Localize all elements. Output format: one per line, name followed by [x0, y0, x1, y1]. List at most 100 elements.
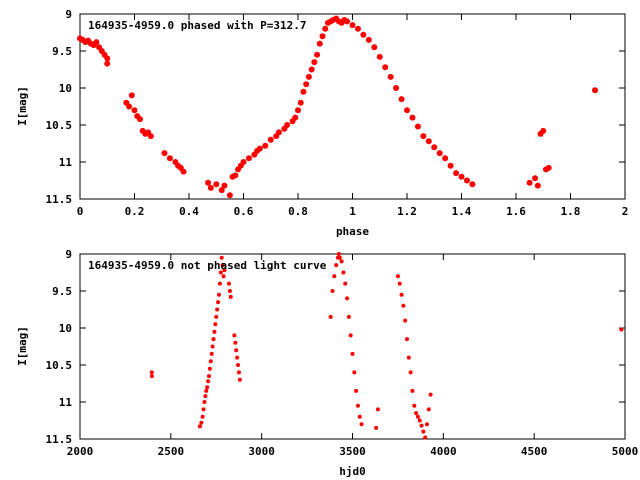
data-point	[216, 300, 221, 305]
data-point	[344, 18, 351, 25]
data-point	[218, 187, 225, 194]
data-point	[352, 370, 357, 375]
y-tick-label: 10	[59, 322, 72, 335]
data-point	[161, 150, 168, 157]
data-point	[207, 184, 214, 191]
data-point	[218, 270, 223, 275]
data-point	[221, 182, 228, 189]
data-point	[126, 103, 133, 110]
data-point	[417, 418, 422, 423]
data-series	[77, 15, 599, 199]
x-tick-label: 1.2	[397, 205, 417, 218]
data-point	[397, 281, 402, 286]
x-tick-label: 2000	[67, 445, 94, 458]
data-point	[424, 422, 429, 427]
data-point	[180, 168, 187, 175]
data-point	[334, 263, 339, 268]
data-point	[355, 403, 360, 408]
data-point	[236, 363, 241, 367]
data-point	[267, 136, 274, 143]
y-tick-label: 9	[65, 248, 72, 261]
x-tick-label: 0.2	[125, 205, 145, 218]
data-point	[349, 22, 356, 29]
data-point	[398, 96, 405, 103]
data-point	[206, 379, 211, 384]
y-tick-label: 10.5	[46, 119, 73, 132]
y-tick-label: 10.5	[46, 359, 73, 372]
data-point	[354, 25, 361, 32]
data-point	[201, 407, 206, 412]
data-point	[425, 138, 432, 145]
data-point	[619, 327, 624, 332]
data-point	[234, 348, 239, 353]
data-point	[232, 333, 237, 338]
x-tick-label: 5000	[612, 445, 639, 458]
y-tick-label: 11.5	[46, 433, 73, 446]
x-tick-label: 1.6	[506, 205, 526, 218]
data-point	[215, 307, 220, 312]
data-point	[469, 181, 476, 188]
data-point	[316, 40, 323, 47]
data-point	[330, 289, 335, 293]
data-point	[403, 318, 408, 323]
y-tick-label: 10	[59, 82, 72, 95]
data-point	[375, 407, 380, 412]
data-point	[540, 127, 547, 134]
data-point	[214, 314, 219, 319]
x-tick-label: 2500	[158, 445, 185, 458]
data-point	[217, 281, 222, 286]
data-point	[166, 155, 173, 162]
x-tick-label: 1	[349, 205, 356, 218]
x-tick-label: 3500	[339, 445, 366, 458]
data-point	[311, 59, 318, 66]
data-point	[404, 107, 410, 114]
y-tick-label: 11	[59, 396, 73, 409]
data-point	[532, 175, 539, 182]
data-point	[328, 314, 333, 319]
x-tick-label: 0	[77, 205, 84, 218]
data-point	[436, 150, 443, 157]
data-point	[262, 142, 269, 149]
data-point	[431, 144, 438, 151]
data-point	[297, 99, 304, 106]
phased-light-curve-panel: 0 0.2 0.4 0.6 0.8 1 1.2 1.4 1.6 1.8 2 9 9.5 10 10.5 11 1…	[16, 8, 628, 238]
data-point	[211, 337, 216, 342]
data-point	[199, 420, 204, 425]
y-tick-label: 9	[65, 8, 72, 21]
data-point	[371, 44, 378, 51]
x-tick-label: 0.6	[234, 205, 254, 218]
data-point	[359, 422, 364, 427]
data-point	[131, 107, 138, 114]
data-point	[339, 259, 344, 264]
data-point	[399, 292, 404, 297]
data-point	[149, 370, 154, 375]
x-tick-label: 0.4	[179, 205, 199, 218]
data-series	[149, 252, 624, 440]
data-point	[104, 55, 111, 62]
x-tick-label: 0.8	[288, 205, 308, 218]
data-point	[526, 179, 533, 186]
data-point	[447, 162, 454, 169]
y-tick-label: 9.5	[52, 45, 72, 58]
data-point	[197, 424, 202, 429]
y-tick-label: 11	[59, 156, 73, 169]
data-point	[408, 370, 413, 375]
data-point	[463, 177, 470, 184]
data-point	[343, 281, 348, 286]
data-point	[209, 351, 214, 356]
data-point	[405, 337, 409, 342]
data-point	[332, 274, 337, 279]
data-point	[336, 252, 341, 256]
plot-frame	[79, 253, 626, 440]
data-point	[300, 88, 307, 95]
data-point	[420, 133, 427, 140]
x-tick-label: 3000	[248, 445, 275, 458]
data-point	[395, 274, 400, 279]
data-point	[303, 81, 310, 88]
data-point	[409, 114, 416, 121]
data-point	[348, 333, 353, 338]
data-point	[592, 87, 599, 94]
data-point	[204, 388, 209, 393]
data-point	[295, 107, 301, 114]
data-point	[235, 355, 240, 360]
